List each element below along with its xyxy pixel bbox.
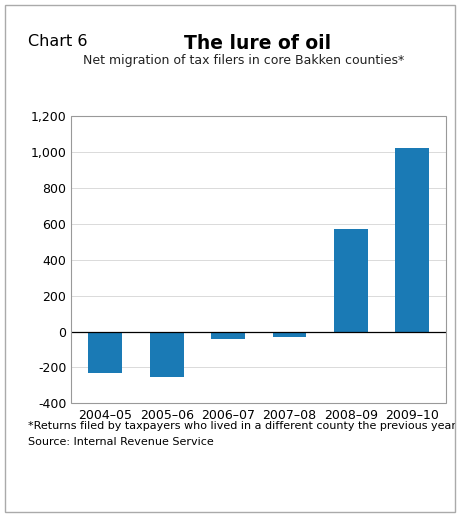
- Text: The lure of oil: The lure of oil: [184, 34, 330, 53]
- Text: Net migration of tax filers in core Bakken counties*: Net migration of tax filers in core Bakk…: [83, 54, 403, 67]
- Text: Chart 6: Chart 6: [28, 34, 87, 49]
- Bar: [395, 148, 428, 331]
- Bar: [333, 230, 367, 331]
- Bar: [272, 331, 306, 337]
- Bar: [211, 331, 244, 339]
- Bar: [88, 331, 122, 373]
- Text: *Returns filed by taxpayers who lived in a different county the previous year: *Returns filed by taxpayers who lived in…: [28, 421, 454, 431]
- Text: Source: Internal Revenue Service: Source: Internal Revenue Service: [28, 437, 213, 447]
- Bar: [150, 331, 183, 377]
